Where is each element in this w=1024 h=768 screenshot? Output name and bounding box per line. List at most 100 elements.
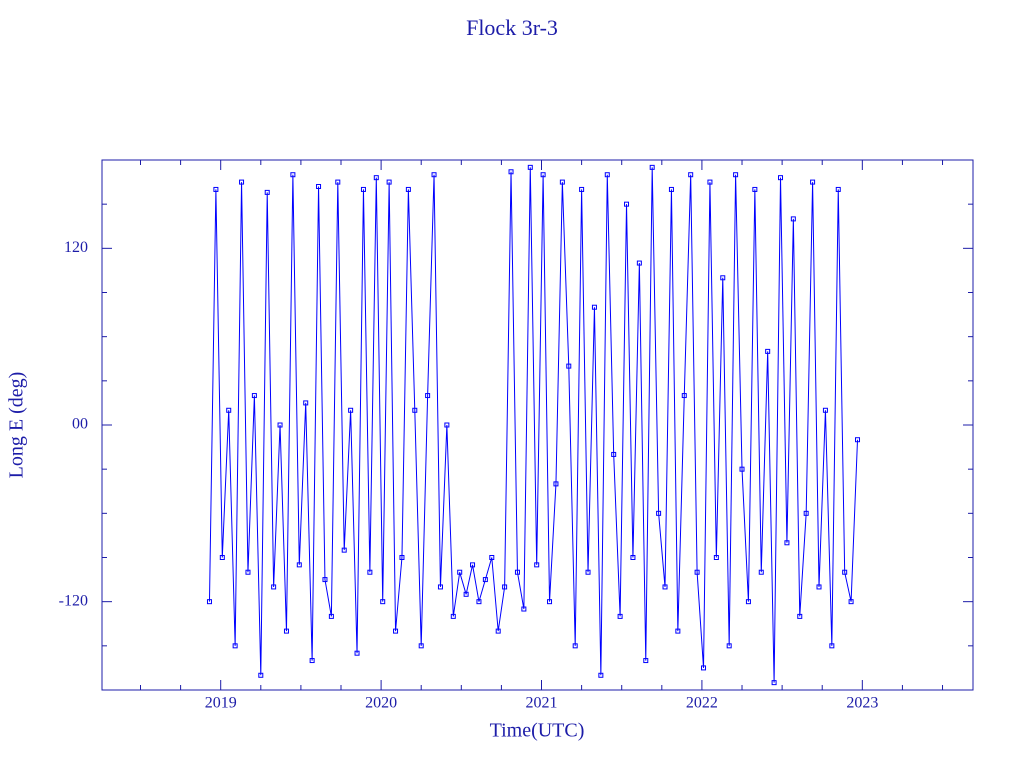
data-point	[348, 407, 354, 413]
data-point	[784, 540, 790, 546]
data-point	[354, 650, 360, 656]
data-point	[425, 393, 431, 399]
data-point	[431, 172, 437, 178]
data-point	[591, 304, 597, 310]
data-point	[707, 179, 713, 185]
data-point	[251, 393, 257, 399]
data-point	[797, 613, 803, 619]
data-point	[399, 555, 405, 560]
data-point	[848, 599, 854, 605]
data-point	[611, 451, 617, 457]
data-point	[668, 186, 674, 192]
data-point	[476, 599, 482, 605]
data-point	[206, 599, 212, 605]
data-point	[213, 186, 219, 192]
data-point	[688, 172, 694, 178]
data-point	[617, 613, 623, 619]
data-point	[803, 510, 809, 516]
data-point	[534, 562, 540, 568]
data-point	[514, 569, 520, 575]
data-point	[810, 179, 816, 185]
data-point	[335, 179, 341, 185]
data-point	[553, 481, 559, 487]
data-point	[277, 422, 283, 428]
data-point	[816, 584, 822, 590]
data-point	[855, 437, 861, 443]
data-point	[508, 169, 514, 175]
data-point	[822, 407, 828, 413]
y-tick-label: -120	[59, 592, 88, 609]
data-point	[393, 628, 399, 634]
data-point	[694, 569, 700, 575]
data-point	[271, 584, 277, 590]
data-point	[675, 628, 681, 634]
data-point	[495, 628, 501, 634]
data-point	[572, 643, 578, 649]
data-point	[367, 569, 373, 575]
data-point	[450, 613, 456, 619]
data-point	[778, 175, 784, 181]
data-point	[579, 186, 585, 192]
data-point	[835, 186, 841, 192]
data-point	[380, 599, 386, 605]
data-point	[296, 562, 302, 568]
data-point	[258, 672, 264, 678]
x-tick-label: 2019	[205, 695, 237, 712]
data-point	[585, 569, 591, 575]
data-point	[624, 201, 630, 207]
data-point	[559, 179, 565, 185]
data-point	[290, 172, 296, 178]
data-point	[758, 569, 764, 575]
data-point	[283, 628, 289, 634]
data-point	[540, 172, 546, 178]
data-point	[829, 643, 835, 649]
data-point	[649, 164, 655, 170]
data-point	[713, 555, 719, 560]
data-point	[752, 186, 758, 192]
data-point	[437, 584, 443, 590]
y-tick-label: 120	[64, 239, 88, 256]
data-point	[373, 175, 379, 181]
data-point	[463, 591, 469, 597]
data-point	[386, 179, 392, 185]
data-point	[341, 547, 347, 553]
data-point	[726, 643, 732, 649]
plot-data	[206, 164, 861, 686]
y-tick-label: 00	[72, 416, 88, 433]
data-point	[309, 658, 315, 664]
data-point	[745, 599, 751, 605]
data-point	[245, 569, 251, 575]
data-point	[630, 555, 636, 560]
data-point	[418, 643, 424, 649]
data-point	[598, 672, 604, 678]
data-point	[303, 400, 309, 406]
x-axis-label: Time(UTC)	[490, 720, 585, 742]
data-point	[566, 363, 572, 369]
data-point	[232, 643, 238, 649]
data-point	[733, 172, 739, 178]
data-point	[405, 186, 411, 192]
data-point	[457, 569, 463, 575]
data-point	[636, 260, 642, 266]
data-point	[790, 216, 796, 222]
data-point	[681, 393, 687, 399]
data-point	[739, 466, 745, 472]
data-point	[482, 577, 488, 583]
data-point	[264, 189, 270, 195]
data-point	[604, 172, 610, 178]
data-point	[489, 555, 495, 560]
data-point	[720, 275, 726, 281]
data-point	[219, 555, 225, 560]
data-point	[656, 510, 662, 516]
data-point	[521, 606, 527, 612]
data-point	[444, 422, 450, 428]
data-point	[360, 186, 366, 192]
data-point	[316, 184, 322, 189]
data-point	[643, 658, 649, 664]
x-tick-label: 2023	[846, 695, 878, 712]
data-point	[412, 407, 418, 413]
data-point	[527, 164, 533, 170]
x-tick-label: 2022	[686, 695, 718, 712]
